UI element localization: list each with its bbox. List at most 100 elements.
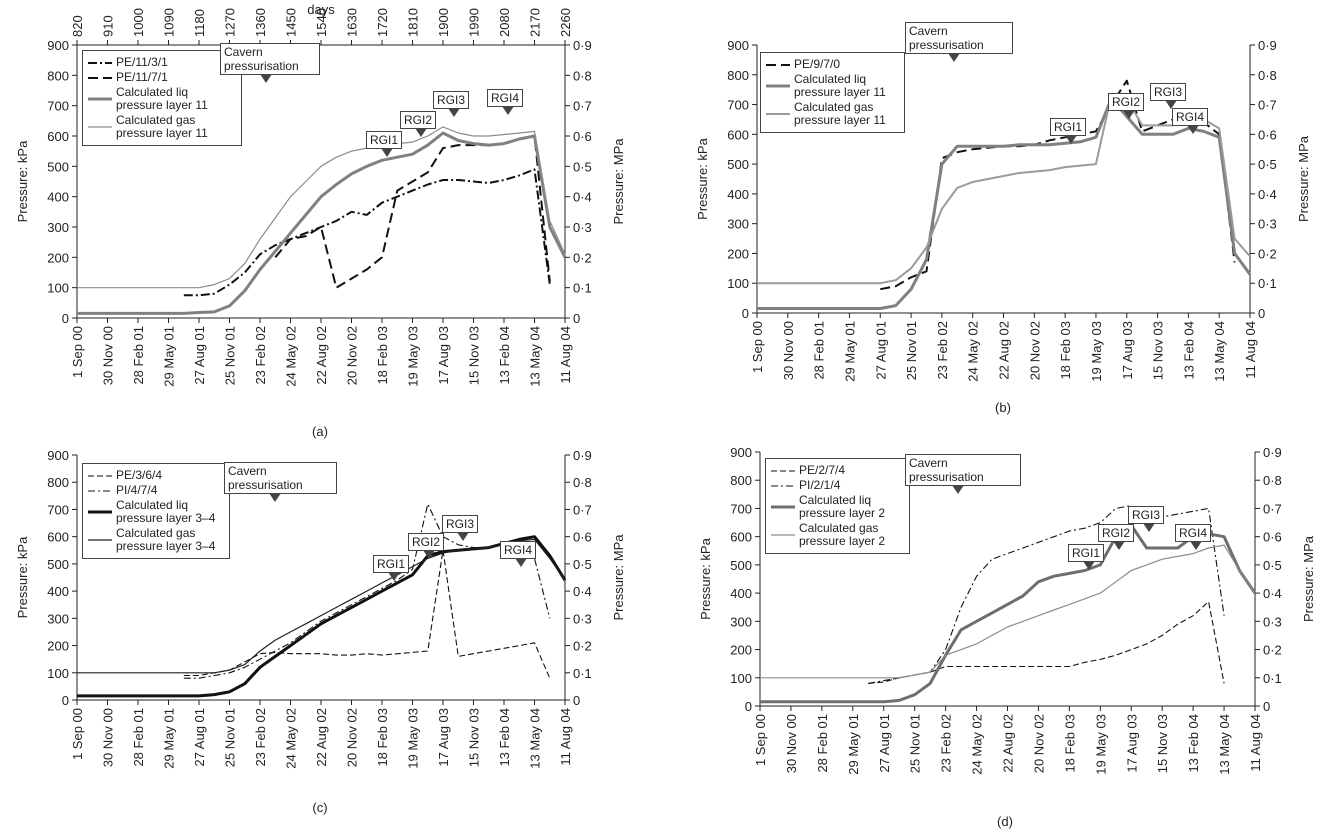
y-tick-label: 500 (730, 558, 752, 573)
x-tick-label: 11 Aug 04 (1248, 714, 1263, 772)
y2-tick-label: 0·3 (1258, 217, 1277, 232)
x2-tick-label: 1630 (345, 8, 360, 37)
x-tick-label: 11 Aug 04 (558, 708, 573, 766)
legend-label: Calculated gas pressure layer 11 (116, 113, 208, 140)
legend-swatch (88, 126, 112, 128)
y-tick-label: 800 (47, 475, 69, 490)
x-tick-label: 13 May 04 (1212, 321, 1227, 382)
x2-tick-label: 820 (70, 15, 85, 37)
x-tick-label: 20 Nov 02 (345, 708, 360, 767)
x-tick-label: 20 Nov 02 (345, 326, 360, 385)
x-tick-label: 13 Feb 04 (497, 326, 512, 385)
y2-tick-label: 0·6 (573, 530, 592, 545)
series-line (274, 135, 551, 289)
y2-tick-label: 0·5 (1263, 558, 1282, 573)
x-tick-label: 27 Aug 01 (877, 714, 892, 773)
annotation: RGI2 (1098, 524, 1135, 550)
x-tick-label: 13 Feb 04 (1186, 714, 1201, 773)
legend-swatch (766, 63, 790, 66)
legend-label: PE/11/3/1 (116, 55, 168, 69)
legend-swatch (766, 84, 790, 88)
legend-swatch (88, 489, 112, 492)
x2-tick-label: 2260 (558, 8, 573, 37)
y-axis-title: Pressure: kPa (15, 140, 30, 222)
legend-swatch (88, 97, 112, 101)
x2-tick-label: 1360 (253, 8, 268, 37)
x-tick-label: 25 Nov 01 (904, 321, 919, 380)
y2-axis-title: Pressure: MPa (1301, 535, 1316, 622)
y-tick-label: 900 (730, 445, 752, 460)
x-tick-label: 22 Aug 02 (997, 321, 1012, 380)
x2-tick-label: 1540 (314, 8, 329, 37)
legend-item: Calculated liq pressure layer 11 (765, 73, 900, 99)
x-tick-label: 30 Nov 00 (101, 708, 116, 767)
y2-tick-label: 0·8 (1258, 68, 1277, 83)
x-tick-label: 19 May 03 (406, 708, 421, 769)
series-line (760, 523, 1257, 704)
x-tick-label: 18 Feb 03 (375, 708, 390, 767)
x2-tick-label: 1180 (192, 9, 207, 37)
y2-tick-label: 0·9 (573, 38, 592, 53)
legend-item: Calculated liq pressure layer 3–4 (87, 499, 225, 525)
annotation: RGI3 (433, 91, 470, 117)
y-tick-label: 900 (727, 38, 749, 53)
legend-item: Calculated gas pressure layer 11 (87, 114, 237, 140)
panel: 0 100 200 300 400 500 600 700 800 900 0 0·1 0·2 0·3 0·… (695, 38, 1311, 415)
annotation: RGI1 (1050, 118, 1087, 144)
y-tick-label: 700 (47, 99, 69, 114)
x-tick-label: 23 Feb 02 (935, 321, 950, 380)
x-tick-label: 25 Nov 01 (223, 708, 238, 767)
series-line (757, 94, 1251, 285)
legend-label: Calculated gas pressure layer 2 (799, 521, 886, 548)
x-tick-label: 20 Nov 02 (1027, 321, 1042, 380)
legend-label: Calculated gas pressure layer 3–4 (116, 526, 216, 553)
x-tick-label: 22 Aug 02 (1001, 714, 1016, 773)
x-tick-label: 11 Aug 04 (1243, 321, 1258, 379)
x2-tick-label: 1000 (131, 8, 146, 37)
legend-item: PI/2/1/4 (770, 479, 905, 492)
y-tick-label: 200 (47, 639, 69, 654)
y-tick-label: 500 (727, 157, 749, 172)
y2-tick-label: 0·9 (1263, 445, 1282, 460)
y2-tick-label: 0·1 (1258, 276, 1277, 291)
y-tick-label: 500 (47, 159, 69, 174)
x-tick-label: 24 May 02 (966, 321, 981, 382)
x-tick-label: 18 Feb 03 (375, 326, 390, 385)
y-tick-label: 300 (47, 220, 69, 235)
x-tick-label: 13 May 04 (528, 708, 543, 769)
y2-axis-title: Pressure: MPa (611, 534, 626, 621)
x-tick-label: 1 Sep 00 (753, 714, 768, 766)
x-tick-label: 28 Feb 01 (131, 708, 146, 767)
y2-tick-label: 0·6 (573, 129, 592, 144)
y-tick-label: 0 (62, 693, 69, 708)
y2-tick-label: 0·1 (1263, 671, 1282, 686)
x-tick-label: 27 Aug 01 (873, 321, 888, 380)
panel: 0 100 200 300 400 500 600 700 800 900 0 0·1 0·2 0·3 0·… (15, 448, 626, 815)
x-tick-label: 19 May 03 (406, 326, 421, 387)
y2-tick-label: 0·9 (573, 448, 592, 463)
legend: PE/2/7/4 PI/2/1/4 Calculated liq pressure … (765, 458, 910, 554)
x2-tick-label: 1720 (375, 8, 390, 37)
x2-tick-label: 1900 (436, 8, 451, 37)
legend-item: PE/9/7/0 (765, 58, 900, 71)
y-tick-label: 800 (47, 68, 69, 83)
x-tick-label: 24 May 02 (284, 708, 299, 769)
y-tick-label: 200 (47, 250, 69, 265)
legend-swatch (88, 539, 112, 541)
y2-tick-label: 0·8 (1263, 473, 1282, 488)
y-tick-label: 700 (727, 98, 749, 113)
y2-tick-label: 0·2 (573, 250, 592, 265)
y2-tick-label: 0 (573, 693, 580, 708)
x-tick-label: 23 Feb 02 (253, 708, 268, 767)
legend-item: PI/4/7/4 (87, 484, 225, 497)
y2-tick-label: 0·4 (573, 190, 592, 205)
legend-item: Calculated gas pressure layer 11 (765, 101, 900, 127)
series-line (868, 601, 1225, 684)
x2-tick-label: 1090 (162, 8, 177, 37)
x-tick-label: 30 Nov 00 (784, 714, 799, 773)
y2-tick-label: 0·9 (1258, 38, 1277, 53)
x-tick-label: 15 Nov 03 (1155, 714, 1170, 773)
x2-tick-label: 1810 (406, 8, 421, 37)
legend-label: Calculated liq pressure layer 2 (799, 493, 886, 520)
